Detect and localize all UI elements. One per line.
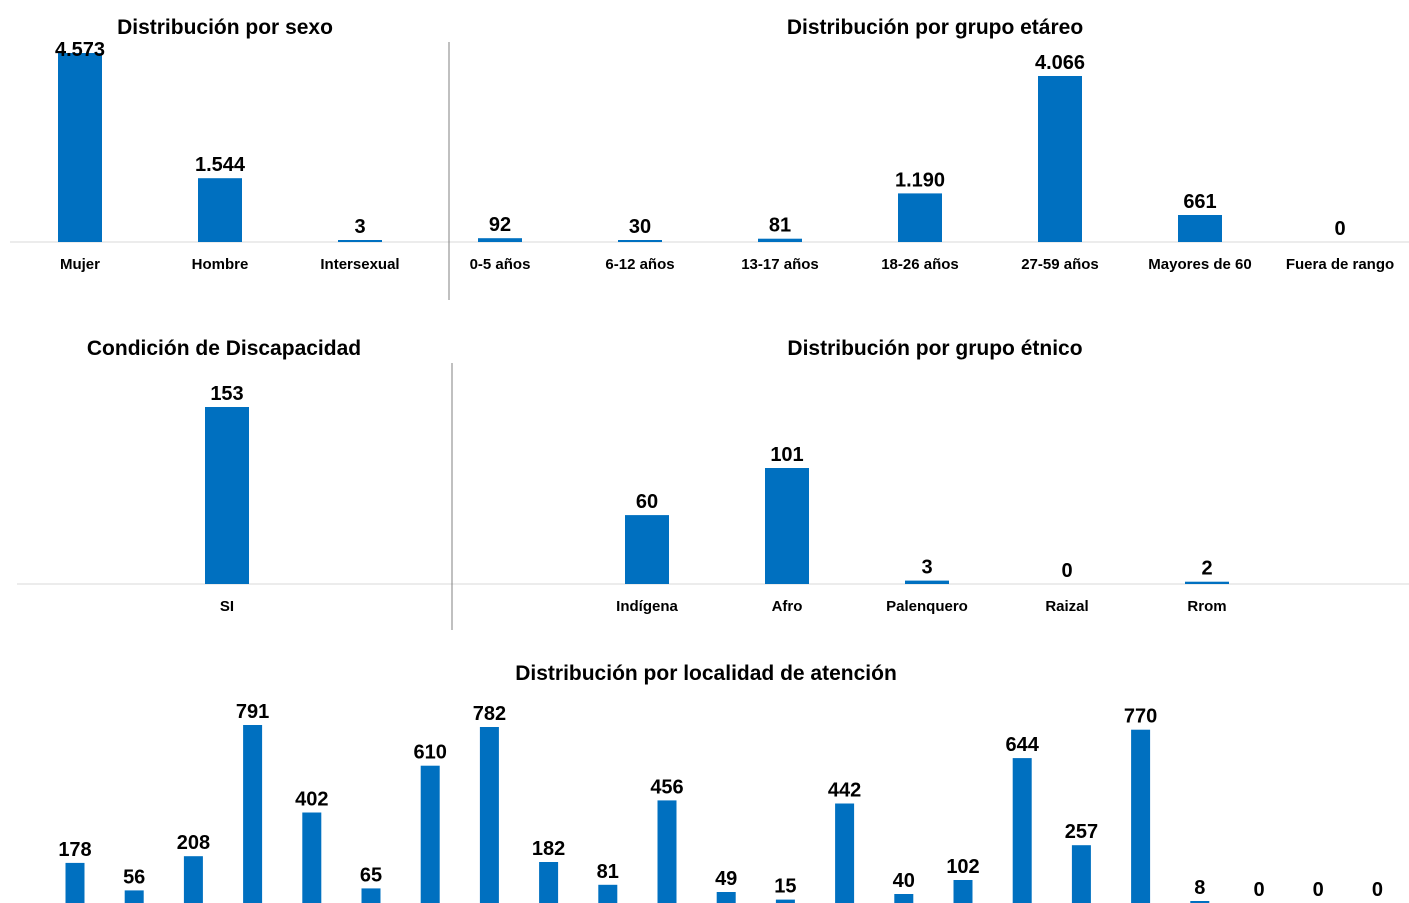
edad-category-label-0: 0-5 años <box>470 256 531 273</box>
etnico-category-label-2: Palenquero <box>886 598 968 615</box>
edad-chart-title: Distribución por grupo etáreo <box>787 16 1083 39</box>
etnico-value-label-4: 2 <box>1201 558 1212 580</box>
discapacidad-chart-title: Condición de Discapacidad <box>87 337 361 360</box>
edad-bar-5 <box>1178 215 1222 242</box>
localidad-bar-2 <box>183 856 203 903</box>
etnico-value-label-1: 101 <box>770 444 803 466</box>
bars-layer: 4.573 Mujer 1.544 Hombre 3 Intersexual 92 0-5 a… <box>55 39 1394 903</box>
localidad-value-label-9: 81 <box>597 861 619 883</box>
edad-bar-0 <box>478 238 522 242</box>
etnico-bar-0 <box>625 515 669 584</box>
edad-value-label-1: 30 <box>629 216 651 238</box>
localidad-value-label-16: 644 <box>1006 734 1040 756</box>
localidad-chart-title: Distribución por localidad de atención <box>515 662 897 685</box>
etnico-category-label-0: Indígena <box>616 598 678 615</box>
edad-bar-1 <box>618 240 662 242</box>
localidad-value-label-0: 178 <box>58 839 91 861</box>
edad-category-label-3: 18-26 años <box>881 256 959 273</box>
edad-category-label-5: Mayores de 60 <box>1148 256 1251 273</box>
localidad-bar-8 <box>539 862 559 903</box>
edad-value-label-6: 0 <box>1334 218 1345 240</box>
localidad-bar-19 <box>1190 901 1210 903</box>
localidad-bar-5 <box>361 888 381 903</box>
localidad-value-label-19: 8 <box>1194 877 1205 899</box>
localidad-value-label-5: 65 <box>360 864 382 886</box>
etnico-category-label-4: Rrom <box>1187 598 1226 615</box>
localidad-bar-6 <box>420 765 440 903</box>
localidad-bar-18 <box>1131 729 1151 903</box>
etnico-value-label-0: 60 <box>636 491 658 513</box>
localidad-bar-3 <box>243 725 263 903</box>
localidad-value-label-8: 182 <box>532 838 565 860</box>
etnico-bar-2 <box>905 580 949 584</box>
etnico-value-label-2: 3 <box>921 557 932 579</box>
localidad-bar-7 <box>479 727 499 903</box>
localidad-bar-10 <box>657 800 677 903</box>
edad-bar-3 <box>898 193 942 242</box>
etnico-category-label-3: Raizal <box>1045 598 1088 615</box>
localidad-value-label-10: 456 <box>650 776 683 798</box>
edad-value-label-4: 4.066 <box>1035 52 1085 74</box>
localidad-value-label-4: 402 <box>295 789 328 811</box>
sexo-chart-title: Distribución por sexo <box>117 16 333 39</box>
localidad-value-label-1: 56 <box>123 866 145 888</box>
edad-category-label-2: 13-17 años <box>741 256 819 273</box>
sexo-value-label-2: 3 <box>354 216 365 238</box>
discapacidad-bar-0 <box>205 407 249 584</box>
localidad-bar-15 <box>953 880 973 903</box>
localidad-value-label-18: 770 <box>1124 706 1157 728</box>
localidad-value-label-15: 102 <box>946 856 979 878</box>
localidad-value-label-6: 610 <box>414 742 447 764</box>
etnico-value-label-3: 0 <box>1061 560 1072 582</box>
edad-value-label-2: 81 <box>769 215 791 237</box>
localidad-bar-1 <box>124 890 144 903</box>
localidad-bar-0 <box>65 862 85 903</box>
sexo-bar-1 <box>198 178 242 242</box>
etnico-bar-1 <box>765 468 809 584</box>
sexo-value-label-0: 4.573 <box>55 39 105 61</box>
localidad-value-label-17: 257 <box>1065 821 1098 843</box>
edad-value-label-3: 1.190 <box>895 169 945 191</box>
etnico-category-label-1: Afro <box>772 598 803 615</box>
localidad-bar-12 <box>775 899 795 903</box>
etnico-bar-4 <box>1185 581 1229 584</box>
localidad-bar-17 <box>1071 845 1091 903</box>
edad-value-label-5: 661 <box>1183 191 1216 213</box>
edad-value-label-0: 92 <box>489 214 511 236</box>
sexo-category-label-1: Hombre <box>192 256 249 273</box>
localidad-value-label-7: 782 <box>473 703 506 725</box>
localidad-value-label-20: 0 <box>1253 879 1264 901</box>
localidad-bar-11 <box>716 892 736 903</box>
localidad-value-label-13: 442 <box>828 780 861 802</box>
localidad-value-label-2: 208 <box>177 832 210 854</box>
localidad-bar-13 <box>835 803 855 903</box>
discapacidad-value-label-0: 153 <box>210 383 243 405</box>
localidad-value-label-11: 49 <box>715 868 737 890</box>
localidad-bar-4 <box>302 812 322 903</box>
sexo-category-label-2: Intersexual <box>320 256 399 273</box>
etnico-chart-title: Distribución por grupo étnico <box>787 337 1082 360</box>
discapacidad-category-label-0: SI <box>220 598 234 615</box>
localidad-value-label-21: 0 <box>1313 879 1324 901</box>
localidad-bar-16 <box>1012 758 1032 903</box>
edad-category-label-4: 27-59 años <box>1021 256 1099 273</box>
localidad-value-label-3: 791 <box>236 701 269 723</box>
sexo-value-label-1: 1.544 <box>195 154 246 176</box>
localidad-bar-9 <box>598 884 618 903</box>
edad-category-label-1: 6-12 años <box>605 256 674 273</box>
localidad-value-label-22: 0 <box>1372 879 1383 901</box>
sexo-category-label-0: Mujer <box>60 256 100 273</box>
localidad-value-label-14: 40 <box>893 870 915 892</box>
localidad-value-label-12: 15 <box>774 876 796 898</box>
sexo-bar-0 <box>58 53 102 242</box>
edad-category-label-6: Fuera de rango <box>1286 256 1394 273</box>
edad-bar-2 <box>758 238 802 242</box>
edad-bar-4 <box>1038 76 1082 242</box>
sexo-bar-2 <box>338 240 382 242</box>
localidad-bar-14 <box>894 894 914 903</box>
